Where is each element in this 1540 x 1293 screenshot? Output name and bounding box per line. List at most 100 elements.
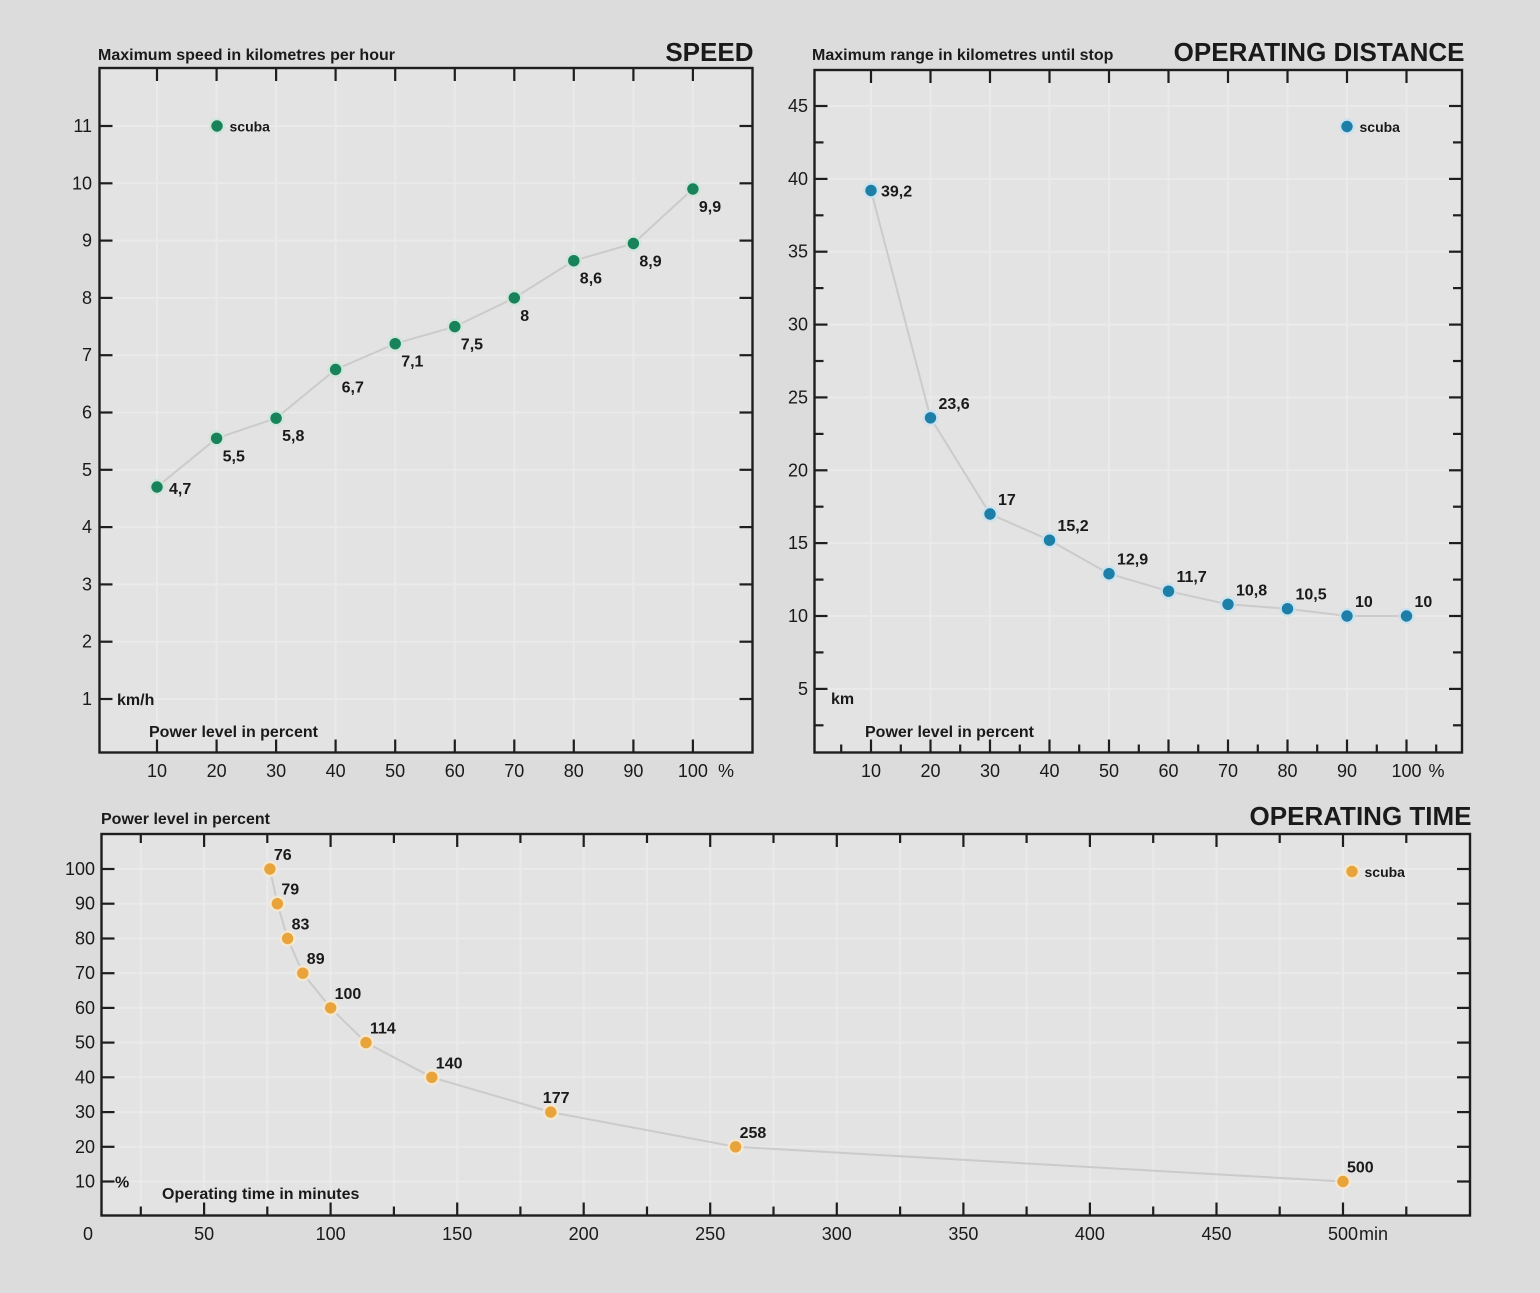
svg-text:200: 200 (569, 1224, 599, 1244)
svg-text:258: 258 (740, 1125, 767, 1142)
svg-text:35: 35 (788, 242, 808, 262)
svg-text:7,1: 7,1 (401, 354, 423, 371)
svg-text:100: 100 (678, 761, 708, 781)
svg-text:4,7: 4,7 (169, 481, 191, 498)
svg-text:400: 400 (1075, 1224, 1105, 1244)
svg-text:scuba: scuba (230, 119, 271, 135)
svg-text:39,2: 39,2 (881, 184, 912, 201)
svg-text:100: 100 (1391, 761, 1421, 781)
svg-text:10: 10 (861, 761, 881, 781)
svg-text:20: 20 (920, 761, 940, 781)
svg-text:Power level in percent: Power level in percent (101, 811, 271, 828)
svg-text:Maximum speed in kilometres pe: Maximum speed in kilometres per hour (98, 47, 395, 64)
svg-text:5: 5 (798, 679, 808, 699)
svg-text:40: 40 (326, 761, 346, 781)
svg-text:500: 500 (1347, 1160, 1374, 1177)
svg-text:8: 8 (82, 288, 92, 308)
svg-text:100: 100 (335, 986, 362, 1003)
svg-text:100: 100 (65, 859, 95, 879)
svg-text:50: 50 (75, 1033, 95, 1053)
svg-text:Maximum range in kilometres un: Maximum range in kilometres until stop (812, 47, 1114, 64)
svg-text:45: 45 (788, 96, 808, 116)
svg-text:8: 8 (520, 308, 529, 325)
svg-text:15,2: 15,2 (1058, 518, 1089, 535)
svg-text:20: 20 (207, 761, 227, 781)
svg-text:70: 70 (504, 761, 524, 781)
svg-text:7,5: 7,5 (461, 337, 483, 354)
svg-text:25: 25 (788, 387, 808, 407)
svg-text:40: 40 (788, 169, 808, 189)
svg-text:9: 9 (82, 231, 92, 251)
svg-text:6: 6 (82, 403, 92, 423)
svg-text:7: 7 (82, 345, 92, 365)
svg-text:10: 10 (75, 1172, 95, 1192)
svg-text:11,7: 11,7 (1177, 569, 1207, 586)
svg-text:%: % (115, 1175, 129, 1192)
svg-text:scuba: scuba (1360, 119, 1401, 135)
svg-text:2: 2 (82, 632, 92, 652)
svg-text:8,6: 8,6 (580, 271, 602, 288)
svg-text:10: 10 (147, 761, 167, 781)
svg-text:90: 90 (75, 894, 95, 914)
svg-text:30: 30 (788, 315, 808, 335)
svg-text:min: min (1359, 1224, 1388, 1244)
svg-text:OPERATING TIME: OPERATING TIME (1250, 801, 1472, 831)
svg-text:80: 80 (564, 761, 584, 781)
svg-text:23,6: 23,6 (939, 396, 970, 413)
svg-text:150: 150 (442, 1224, 472, 1244)
svg-text:km: km (831, 691, 854, 708)
svg-text:10,5: 10,5 (1296, 587, 1327, 604)
svg-text:10: 10 (1415, 594, 1433, 611)
svg-text:8,9: 8,9 (639, 254, 661, 271)
svg-text:80: 80 (75, 929, 95, 949)
svg-text:km/h: km/h (117, 692, 154, 709)
svg-text:250: 250 (695, 1224, 725, 1244)
svg-text:20: 20 (75, 1137, 95, 1157)
svg-text:%: % (718, 761, 734, 781)
svg-text:6,7: 6,7 (342, 380, 364, 397)
svg-text:20: 20 (788, 460, 808, 480)
svg-text:140: 140 (436, 1055, 463, 1072)
svg-text:40: 40 (75, 1067, 95, 1087)
svg-text:5,8: 5,8 (282, 428, 304, 445)
svg-text:450: 450 (1201, 1224, 1231, 1244)
svg-text:100: 100 (316, 1224, 346, 1244)
svg-text:Operating time in minutes: Operating time in minutes (162, 1186, 359, 1203)
svg-text:177: 177 (543, 1090, 570, 1107)
svg-text:11: 11 (73, 116, 92, 136)
svg-text:3: 3 (82, 574, 92, 594)
svg-text:10: 10 (788, 606, 808, 626)
svg-text:OPERATING DISTANCE: OPERATING DISTANCE (1174, 37, 1465, 67)
svg-text:12,9: 12,9 (1117, 552, 1148, 569)
svg-text:350: 350 (948, 1224, 978, 1244)
svg-text:50: 50 (194, 1224, 214, 1244)
svg-text:10,8: 10,8 (1236, 582, 1267, 599)
svg-text:9,9: 9,9 (699, 199, 721, 216)
svg-text:300: 300 (822, 1224, 852, 1244)
svg-text:5: 5 (82, 460, 92, 480)
svg-text:15: 15 (788, 533, 808, 553)
svg-text:80: 80 (1277, 761, 1297, 781)
svg-text:60: 60 (445, 761, 465, 781)
svg-text:17: 17 (998, 492, 1016, 509)
svg-text:10: 10 (72, 173, 92, 193)
svg-text:76: 76 (274, 847, 292, 864)
svg-text:30: 30 (980, 761, 1000, 781)
svg-text:30: 30 (266, 761, 286, 781)
svg-text:90: 90 (623, 761, 643, 781)
svg-text:50: 50 (1099, 761, 1119, 781)
svg-text:114: 114 (370, 1021, 396, 1038)
svg-text:500: 500 (1328, 1224, 1358, 1244)
svg-text:10: 10 (1355, 594, 1373, 611)
svg-text:%: % (1429, 761, 1445, 781)
svg-text:70: 70 (75, 963, 95, 983)
svg-text:50: 50 (385, 761, 405, 781)
svg-text:79: 79 (281, 882, 299, 899)
svg-text:89: 89 (307, 951, 325, 968)
svg-text:90: 90 (1337, 761, 1357, 781)
svg-text:SPEED: SPEED (665, 37, 753, 67)
svg-text:Power level in percent: Power level in percent (865, 724, 1035, 741)
svg-text:1: 1 (82, 689, 92, 709)
svg-text:Power level in percent: Power level in percent (149, 724, 319, 741)
svg-text:5,5: 5,5 (223, 448, 245, 465)
